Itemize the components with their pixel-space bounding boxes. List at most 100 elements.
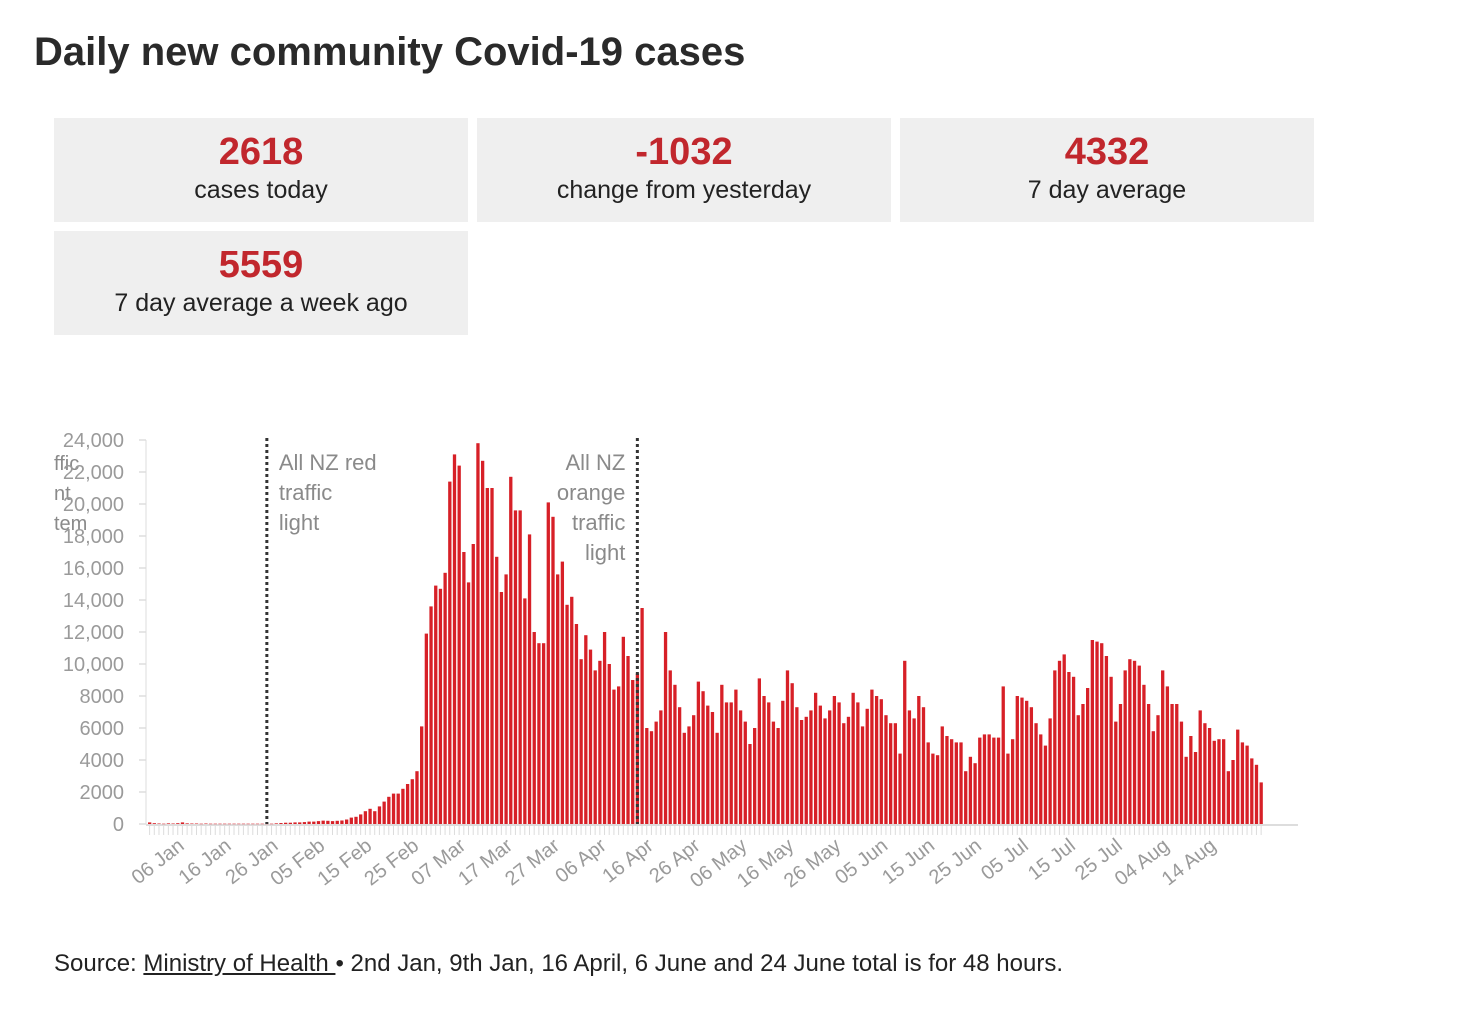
- bar: [405, 784, 410, 824]
- bar: [1156, 715, 1160, 824]
- bar: [776, 728, 780, 824]
- bar: [316, 821, 321, 824]
- bar: [612, 689, 616, 824]
- bar: [1039, 734, 1043, 824]
- bar: [152, 823, 156, 824]
- bar: [804, 716, 808, 824]
- x-tick-label: 27 Mar: [501, 834, 564, 890]
- bar: [452, 454, 457, 824]
- x-tick-label: 06 Jan: [128, 835, 189, 889]
- bar: [673, 684, 677, 824]
- bar: [420, 726, 424, 824]
- bar: [935, 755, 940, 824]
- bar: [237, 823, 241, 825]
- bar: [1146, 704, 1151, 824]
- bar: [307, 821, 311, 824]
- bar: [1170, 704, 1174, 824]
- bar: [1250, 758, 1254, 824]
- bar: [1222, 739, 1226, 824]
- source-note: Source: Ministry of Health • 2nd Jan, 9t…: [54, 950, 1063, 978]
- bar: [349, 817, 353, 824]
- stat-card-cases-today: 2618 cases today: [54, 118, 468, 222]
- bar: [588, 649, 593, 824]
- bar: [485, 488, 489, 824]
- stat-card-change-from-yesterday: -1032 change from yesterday: [477, 118, 891, 222]
- bar: [429, 606, 433, 824]
- bar: [1203, 723, 1207, 824]
- bar: [973, 763, 977, 824]
- bar: [724, 702, 729, 824]
- bar: [162, 823, 166, 825]
- bar: [579, 659, 583, 824]
- y-tick-label: 16,000: [63, 558, 124, 580]
- bar: [462, 552, 466, 824]
- bar: [1161, 670, 1165, 824]
- annotation-label: light: [279, 510, 319, 535]
- bar: [940, 726, 944, 824]
- bar: [457, 465, 461, 824]
- bar: [157, 823, 161, 825]
- bar: [312, 821, 316, 824]
- bar: [1212, 740, 1216, 824]
- bar: [410, 779, 414, 824]
- bar: [1053, 670, 1057, 824]
- source-link[interactable]: Ministry of Health: [143, 950, 336, 977]
- bar: [1231, 760, 1235, 824]
- bar: [1175, 704, 1179, 824]
- x-tick-label: 15 Jul: [1024, 835, 1080, 885]
- bar: [607, 664, 611, 824]
- source-prefix: Source:: [54, 950, 144, 977]
- bar: [842, 723, 846, 824]
- bar: [387, 796, 391, 824]
- annotation-label: All NZ red: [279, 450, 377, 475]
- bar: [302, 822, 307, 824]
- bar: [926, 742, 930, 824]
- stat-label: 7 day average a week ago: [114, 289, 408, 317]
- bar: [560, 561, 565, 824]
- bar: [621, 636, 625, 824]
- bar: [241, 823, 246, 825]
- bar: [284, 822, 288, 824]
- bar: [851, 692, 855, 824]
- bar: [251, 823, 255, 825]
- y-tick-label: 14,000: [63, 590, 124, 612]
- bar: [715, 732, 719, 824]
- bar: [809, 710, 813, 824]
- bar: [438, 588, 443, 824]
- bar: [1057, 660, 1062, 824]
- bar: [1048, 718, 1052, 824]
- bar: [992, 737, 996, 824]
- bar: [734, 689, 738, 824]
- bar: [1226, 771, 1230, 824]
- bar: [424, 633, 429, 824]
- bar: [1006, 753, 1010, 824]
- stat-card-7-day-average-week-ago: 5559 7 day average a week ago: [54, 231, 468, 335]
- bar: [1071, 676, 1076, 824]
- bar: [903, 660, 907, 824]
- bar: [870, 689, 874, 824]
- bar: [1189, 736, 1193, 824]
- bar: [832, 696, 837, 824]
- y-tick-label: 10,000: [63, 654, 124, 676]
- x-tick-label: 05 Jul: [977, 835, 1033, 885]
- bar: [696, 681, 701, 824]
- bar: [298, 822, 302, 824]
- bar: [1067, 672, 1071, 824]
- annotation-label: traffic: [572, 510, 625, 535]
- bar: [382, 801, 386, 824]
- bar: [190, 823, 194, 825]
- bar: [495, 556, 499, 824]
- y-tick-label: 22,000: [63, 462, 124, 484]
- y-tick-label: 4000: [80, 750, 125, 772]
- bar: [959, 742, 963, 824]
- bar: [363, 811, 368, 824]
- stat-value: 2618: [218, 131, 304, 173]
- bar: [401, 788, 405, 824]
- bar: [213, 823, 217, 825]
- bar: [466, 582, 471, 824]
- bar: [354, 816, 358, 824]
- bar: [1217, 739, 1221, 824]
- bar: [860, 726, 865, 824]
- bar: [593, 670, 597, 824]
- bar: [640, 608, 644, 824]
